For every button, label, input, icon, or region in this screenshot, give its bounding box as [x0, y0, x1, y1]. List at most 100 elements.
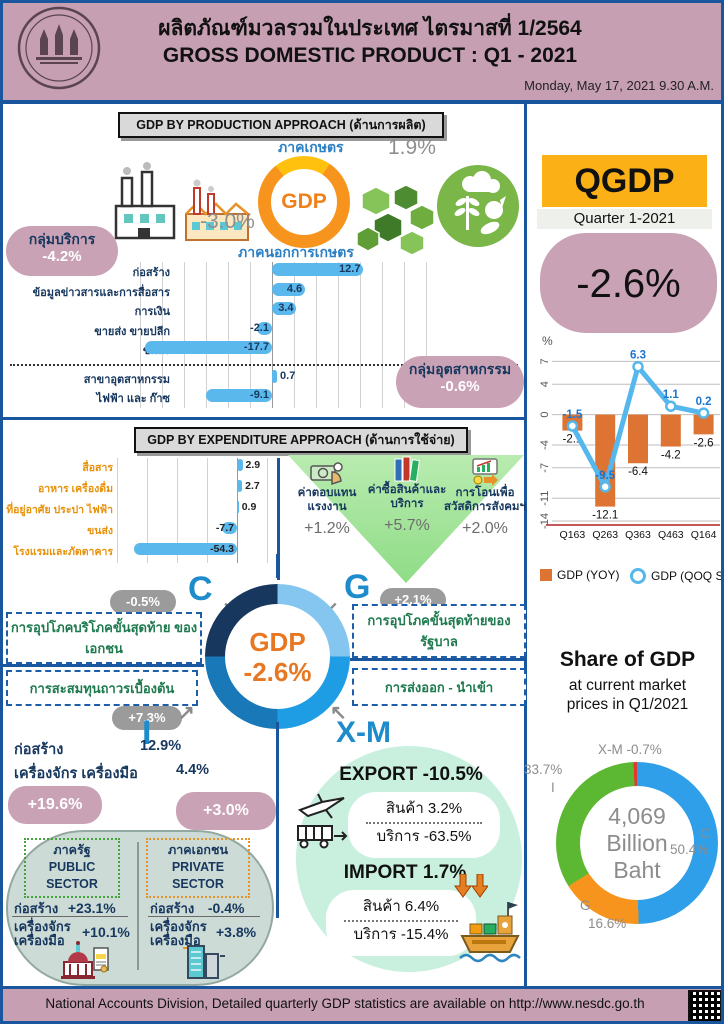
goods-value: 3.2%	[427, 800, 463, 817]
export-services-row: บริการ -63.5%	[348, 824, 500, 850]
agriculture-label: ภาคเกษตร	[278, 139, 344, 155]
slice-value: 33.7%	[524, 762, 563, 777]
expenditure-section-title: GDP BY EXPENDITURE APPROACH (ด้านการใช้จ…	[134, 427, 468, 453]
gridline	[360, 262, 361, 408]
gridline	[338, 262, 339, 408]
goods-label: สินค้า	[362, 898, 401, 915]
qoq-marker	[697, 407, 710, 419]
bar-category-label: อาหาร เครื่องดื่ม	[37, 483, 113, 495]
bar-category-label: สาขาอุตสาหกรรม	[83, 373, 170, 386]
public-title-thai: ภาครัฐ	[53, 843, 91, 857]
investment-value-machinery: 4.4%	[176, 762, 210, 778]
footer-top-line	[0, 986, 724, 989]
svg-text:-14: -14	[539, 513, 551, 529]
bar	[222, 522, 237, 534]
row-label: เครื่องมือ	[14, 933, 65, 948]
bar	[133, 543, 237, 555]
svg-text:-11: -11	[539, 491, 551, 506]
row-value: +23.1%	[67, 900, 116, 916]
page-title-english: GROSS DOMESTIC PRODUCT : Q1 - 2021	[162, 44, 578, 67]
import-goods-row: สินค้า 6.4%	[326, 894, 476, 920]
component-xm-description: การส่งออก - นำเข้า	[352, 668, 526, 706]
public-title-en: SECTOR	[46, 877, 98, 891]
money-icon	[310, 462, 343, 486]
bar-value-label: 4.6	[286, 282, 303, 295]
investment-label: เครื่องจักร เครื่องมือ	[14, 766, 138, 782]
component-c-letter: C	[188, 570, 213, 608]
bar-value-label: -54.3	[210, 543, 234, 555]
yoy-swatch-icon	[540, 569, 552, 581]
svg-text:-4: -4	[539, 440, 551, 450]
gridline	[140, 262, 141, 408]
gdp-center-label: GDP	[249, 626, 306, 657]
svg-text:%: %	[542, 336, 553, 348]
gridline	[294, 262, 295, 408]
bar	[206, 389, 272, 402]
row-label: ก่อสร้าง	[150, 901, 195, 916]
gridline	[404, 262, 405, 408]
svg-text:0.2: 0.2	[696, 396, 712, 408]
bar	[272, 282, 306, 296]
gov-item-value: +5.7%	[384, 517, 430, 534]
gridline	[250, 262, 251, 408]
private-title-en: SECTOR	[172, 877, 224, 891]
bar-value-label: 12.7	[339, 263, 361, 275]
gov-item-labor: ค่าตอบแทนแรงงาน +1.2%	[284, 460, 370, 538]
qgdp-quarterly-chart: 7 4 0 -4 -7 -11 -14% -2.1 -12.1 -6.4 -4.2 -2.6 -1.5-…	[534, 336, 724, 548]
component-g-letter: G	[344, 568, 371, 606]
component-i-description: การสะสมทุนถาวรเบื้องต้น	[6, 670, 198, 706]
svg-text:4: 4	[539, 381, 551, 387]
import-label: IMPORT	[343, 862, 418, 883]
export-headline: EXPORT -10.5%	[316, 764, 506, 786]
down-arrows-icon	[452, 874, 488, 898]
main-vertical-divider	[524, 104, 527, 986]
bar-category-label: สื่อสาร	[82, 462, 113, 474]
release-date: Monday, May 17, 2021 9.30 A.M.	[524, 78, 714, 93]
qgdp-subtitle: Quarter 1-2021	[537, 209, 712, 229]
public-title-en: PUBLIC	[48, 860, 96, 874]
public-sector-box: ภาครัฐ PUBLIC SECTOR	[24, 838, 120, 898]
production-sectors-bar-chart: ก่อสร้าง 12.7 ข้อมูลข่าวสารและการสื่อสาร 4.…	[10, 262, 518, 410]
dotted-divider	[344, 920, 458, 922]
gridline	[207, 458, 208, 563]
agriculture-value: 1.9%	[388, 136, 436, 159]
private-machinery-value: +3.8%	[216, 924, 257, 940]
qgdp-headline: -2.6%	[540, 233, 717, 333]
gov-item-transfer: การโอนเพื่อสวัสดิการสังคมฯ +2.0%	[442, 458, 528, 538]
buildings-icon	[182, 940, 226, 980]
bar-value-label: 0.9	[241, 501, 257, 513]
svg-text:1.1: 1.1	[663, 389, 680, 401]
services-label: บริการ	[353, 926, 397, 943]
services-label: บริการ	[376, 828, 420, 845]
qoq-marker	[599, 481, 611, 493]
svg-text:Q163: Q163	[560, 529, 586, 541]
bar-value-label: 2.7	[245, 480, 260, 492]
bar-value-label: -7.7	[215, 522, 234, 534]
public-machinery-value: +10.1%	[82, 924, 130, 940]
center-unit: Billion	[606, 829, 668, 856]
component-c-description: การอุปโภคบริโภคขั้นสุดท้าย ของเอกชน	[6, 612, 202, 664]
gridline	[267, 458, 268, 563]
expenditure-gdp-center: GDP -2.6%	[225, 604, 330, 709]
non-agriculture-value: -3.0%	[200, 210, 255, 233]
bar-value-label: 0.7	[280, 369, 296, 382]
qgdp-chart-svg: 740-4-7-11-14%-2.1-12.1-6.4-4.2-2.6-1.5-…	[539, 336, 720, 541]
investment-value-construction: 12.9%	[140, 738, 182, 754]
center-unit: Baht	[613, 856, 661, 883]
slice-value: 50.4%	[670, 842, 709, 857]
plane-cargo-icon	[292, 792, 354, 854]
capitol-icon	[58, 936, 110, 980]
component-xm-letter: X-M	[336, 716, 391, 749]
svg-text:-2.6: -2.6	[694, 437, 714, 449]
component-i-letter: I	[142, 714, 152, 752]
gridline	[147, 458, 148, 563]
bar	[256, 321, 272, 335]
gov-item-value: +2.0%	[462, 520, 508, 537]
import-detail-box: สินค้า 6.4% บริการ -15.4%	[326, 890, 476, 956]
bar-value-label: -2.1	[250, 321, 269, 334]
production-gdp-label: GDP	[271, 169, 337, 235]
legend-label: GDP (YOY)	[557, 568, 620, 582]
slice-label: X-M -0.7%	[598, 742, 662, 757]
public-row-divider	[12, 916, 128, 917]
bar-category-label: ข้อมูลข่าวสารและการสื่อสาร	[32, 286, 170, 299]
